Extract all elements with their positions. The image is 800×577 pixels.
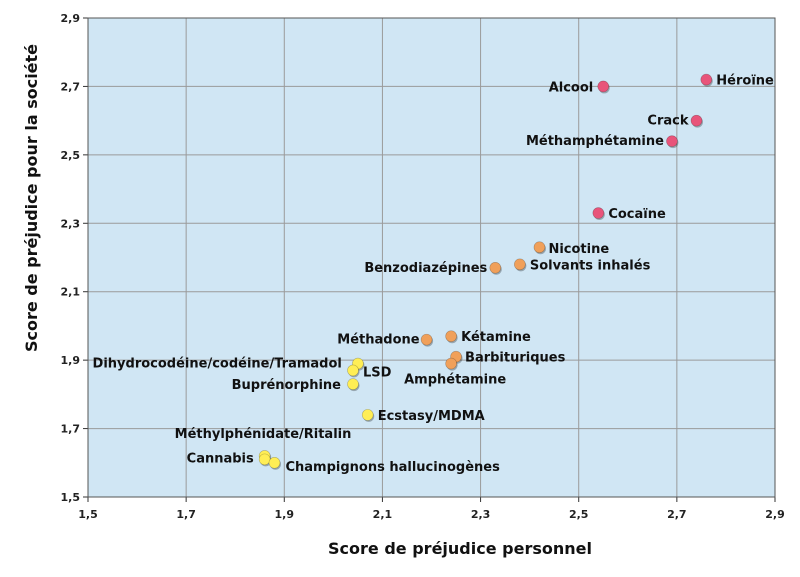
x-tick-label: 2,7 xyxy=(667,508,687,521)
data-point xyxy=(700,73,713,86)
x-tick-label: 2,3 xyxy=(471,508,491,521)
point-label: Cannabis xyxy=(187,451,254,466)
y-axis-title: Score de préjudice pour la société xyxy=(22,44,41,352)
point-label: Dihydrocodéine/codéine/Tramadol xyxy=(93,357,342,372)
data-point xyxy=(258,453,271,466)
plot-frame xyxy=(87,17,776,498)
point-label: Méthamphétamine xyxy=(526,134,664,149)
point-label: Héroïne xyxy=(716,74,774,89)
point-label: Alcool xyxy=(549,80,594,95)
y-tick-label: 2,3 xyxy=(61,217,81,230)
point-label: Nicotine xyxy=(548,242,609,257)
plot-area xyxy=(88,18,775,497)
y-tick-label: 2,1 xyxy=(61,286,81,299)
data-point xyxy=(533,241,546,254)
x-axis-title: Score de préjudice personnel xyxy=(328,539,592,558)
x-tick-label: 1,7 xyxy=(176,508,196,521)
data-point xyxy=(445,330,457,342)
x-tick-label: 2,9 xyxy=(765,508,785,521)
point-label: Ecstasy/MDMA xyxy=(378,409,485,424)
point-label: Kétamine xyxy=(461,330,531,345)
y-tick-label: 2,9 xyxy=(61,12,81,25)
point-label: Buprénorphine xyxy=(232,378,342,393)
x-tick-label: 1,5 xyxy=(78,508,98,521)
y-tick-label: 1,5 xyxy=(61,491,81,504)
point-label: Crack xyxy=(647,114,688,129)
y-tick-label: 1,9 xyxy=(61,354,81,367)
data-point xyxy=(597,80,610,93)
point-label: LSD xyxy=(363,365,392,380)
x-tick-label: 2,1 xyxy=(373,508,393,521)
x-tick-label: 2,5 xyxy=(569,508,589,521)
data-point xyxy=(592,207,605,219)
x-tick-label: 1,9 xyxy=(275,508,295,521)
data-point xyxy=(347,364,359,377)
data-point xyxy=(361,409,374,421)
point-label: Méthylphénidate/Ritalin xyxy=(175,427,352,442)
data-point xyxy=(666,135,678,147)
y-tick-label: 2,5 xyxy=(61,149,81,162)
data-point xyxy=(268,456,281,469)
data-point xyxy=(445,357,457,370)
y-tick-label: 1,7 xyxy=(61,423,81,436)
point-label: Cocaïne xyxy=(608,207,666,222)
data-point xyxy=(420,333,433,346)
point-label: Benzodiazépines xyxy=(364,261,487,276)
data-point xyxy=(514,258,526,271)
point-label: Champignons hallucinogènes xyxy=(285,460,500,475)
point-label: Amphétamine xyxy=(404,373,506,388)
data-point xyxy=(489,261,502,274)
point-label: Barbituriques xyxy=(465,351,566,366)
data-point xyxy=(347,378,359,390)
point-label: Solvants inhalés xyxy=(530,258,651,273)
point-label: Méthadone xyxy=(337,333,419,348)
y-tick-label: 2,7 xyxy=(61,80,81,93)
data-point xyxy=(690,114,703,127)
